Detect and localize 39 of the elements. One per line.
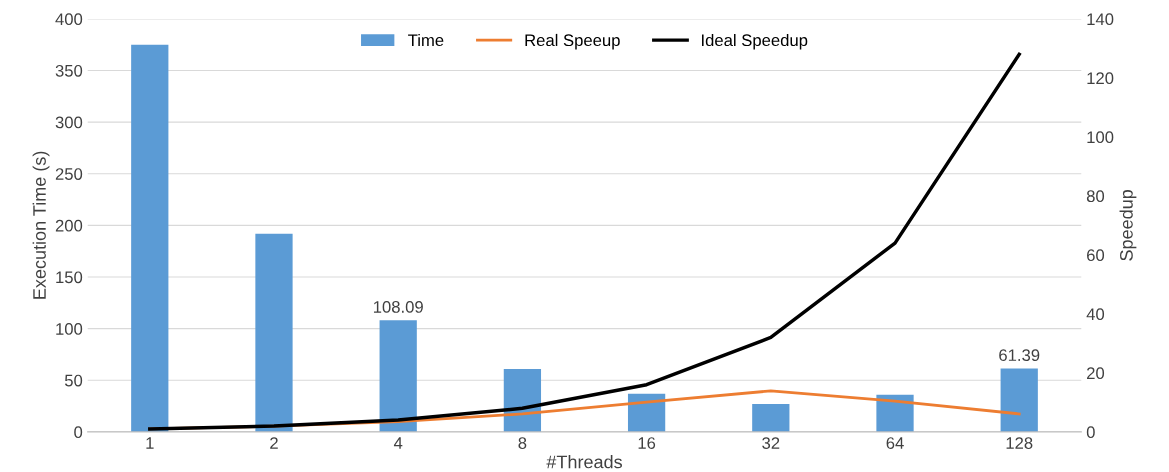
bar (379, 320, 417, 432)
x-tick-label: 16 (638, 437, 656, 449)
y-tick-label: 300 (55, 116, 83, 129)
y2-tick-label: 120 (1087, 72, 1114, 85)
x-tick-label: 2 (270, 437, 278, 449)
x-tick-label: 32 (762, 437, 780, 449)
bar (876, 394, 914, 432)
y-tick-label: 200 (55, 219, 83, 232)
legend-label: Ideal Speedup (702, 33, 808, 50)
x-tick-label: 1 (146, 437, 154, 449)
bar (131, 44, 169, 432)
x-tick-label: 8 (518, 437, 527, 449)
y2-tick-label: 140 (1087, 13, 1114, 26)
legend-label: Real Speeup (525, 33, 620, 50)
y-tick-label: 350 (55, 64, 83, 77)
data-label: 108.09 (373, 301, 423, 313)
x-tick-label: 4 (393, 437, 403, 449)
data-label: 61.39 (999, 349, 1040, 362)
y2-tick-label: 0 (1086, 426, 1095, 439)
y-tick-label: 0 (74, 426, 83, 439)
y-tick-label: 100 (56, 323, 83, 335)
y-tick-label: 150 (56, 271, 83, 284)
y-tick-label: 50 (64, 374, 83, 387)
y2-tick-label: 80 (1086, 190, 1105, 203)
y2-axis-title: Speedup (1119, 189, 1137, 261)
x-axis-title: #Threads (546, 455, 622, 469)
x-tick-label: 64 (886, 437, 904, 449)
y-axis-title: Execution Time (s) (32, 151, 50, 299)
x-tick-label: 128 (1006, 437, 1033, 449)
legend-label: Time (408, 33, 444, 47)
bar (255, 233, 293, 432)
y-tick-label: 250 (55, 168, 83, 180)
bar (752, 404, 790, 432)
y2-tick-label: 40 (1086, 308, 1105, 321)
bar (1000, 368, 1038, 432)
y-tick-label: 400 (55, 13, 83, 26)
y2-tick-label: 60 (1087, 249, 1105, 262)
y2-tick-label: 20 (1087, 367, 1105, 380)
y2-tick-label: 100 (1087, 131, 1114, 144)
